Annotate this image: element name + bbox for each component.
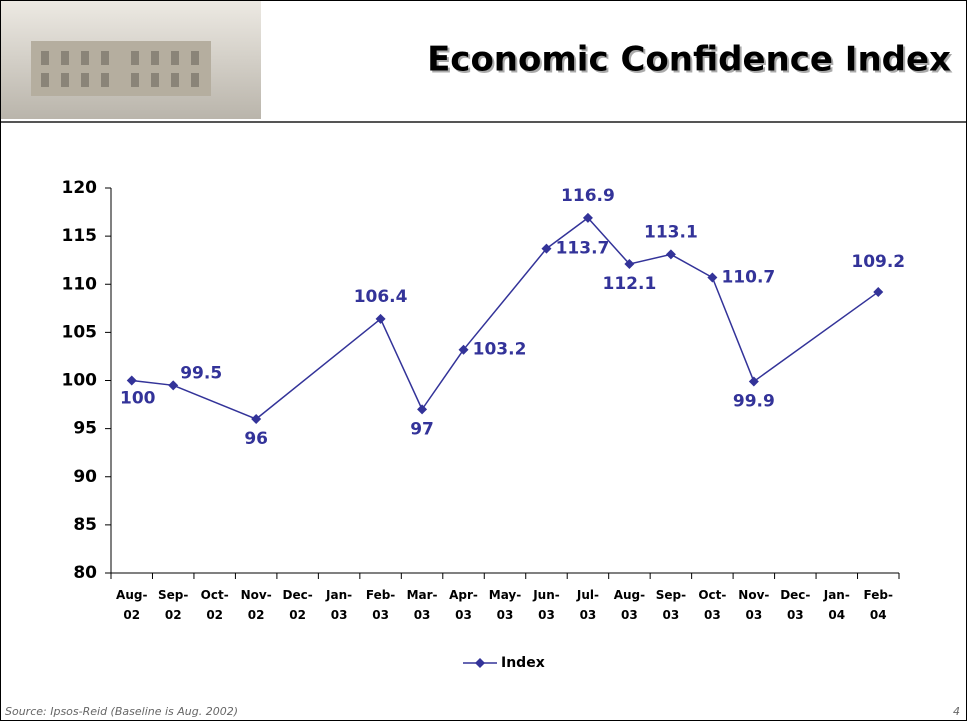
data-label: 103.2 [473, 340, 527, 360]
y-tick-label: 115 [62, 226, 98, 246]
y-tick-label: 95 [73, 419, 97, 439]
series-line [422, 350, 463, 410]
series-line [256, 319, 380, 419]
legend-marker [475, 658, 485, 668]
y-tick-label: 80 [73, 563, 97, 583]
series-line [712, 278, 753, 382]
y-tick-label: 110 [62, 274, 98, 294]
data-point [666, 249, 676, 259]
data-label: 113.1 [644, 222, 698, 242]
x-tick-label: Apr-03 [446, 585, 482, 625]
data-label: 116.9 [561, 186, 615, 206]
series-line [671, 254, 712, 277]
data-label: 106.4 [354, 287, 408, 307]
data-label: 100 [120, 389, 156, 409]
x-tick-label: Nov-02 [238, 585, 274, 625]
building-windows [31, 41, 211, 96]
data-label: 97 [410, 419, 434, 439]
data-label: 109.2 [851, 252, 905, 272]
series-line [132, 381, 173, 386]
x-tick-label: Oct-02 [197, 585, 233, 625]
x-tick-label: Feb-03 [363, 585, 399, 625]
series-line [629, 254, 670, 264]
x-tick-label: Mar-03 [404, 585, 440, 625]
x-tick-label: Sep-03 [653, 585, 689, 625]
legend-label: Index [501, 655, 545, 671]
data-label: 112.1 [603, 274, 657, 294]
data-point [168, 380, 178, 390]
x-tick-label: Dec-03 [777, 585, 813, 625]
x-tick-label: Jan-04 [819, 585, 855, 625]
data-point [127, 376, 137, 386]
x-tick-label: Sep-02 [155, 585, 191, 625]
y-tick-label: 85 [73, 515, 97, 535]
data-point [707, 273, 717, 283]
x-tick-label: May-03 [487, 585, 523, 625]
x-tick-label: Aug-03 [611, 585, 647, 625]
x-tick-label: Oct-03 [694, 585, 730, 625]
data-label: 110.7 [721, 268, 775, 288]
data-label: 113.7 [556, 239, 610, 259]
x-tick-label: Dec-02 [280, 585, 316, 625]
y-tick-label: 120 [62, 178, 98, 198]
series-line [381, 319, 422, 409]
chart-title: Economic Confidence Index [427, 40, 951, 80]
x-tick-label: Jan-03 [321, 585, 357, 625]
x-tick-label: Feb-04 [860, 585, 896, 625]
x-tick-label: Nov-03 [736, 585, 772, 625]
slide: Economic Confidence Index 80 85 90 95 100 105… [0, 0, 967, 721]
x-tick-label: Jul-03 [570, 585, 606, 625]
data-point [417, 404, 427, 414]
data-label: 99.5 [180, 363, 222, 383]
page-number: 4 [953, 705, 960, 718]
source-note: Source: Ipsos-Reid (Baseline is Aug. 200… [5, 705, 238, 718]
data-point [749, 376, 759, 386]
series-line [754, 292, 878, 382]
x-tick-label: Jun-03 [528, 585, 564, 625]
data-label: 99.9 [733, 391, 775, 411]
series-line [173, 385, 256, 419]
x-tick-label: Aug-02 [114, 585, 150, 625]
data-point [873, 287, 883, 297]
y-tick-label: 100 [62, 371, 98, 391]
series-line [464, 249, 547, 350]
y-tick-label: 105 [62, 322, 98, 342]
y-tick-label: 90 [73, 467, 97, 487]
data-label: 96 [244, 429, 268, 449]
